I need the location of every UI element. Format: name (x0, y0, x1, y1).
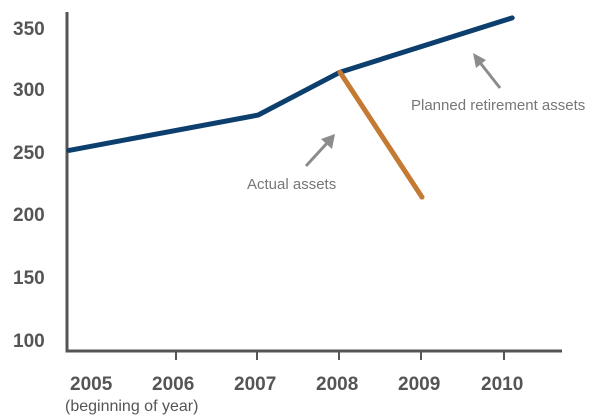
annotation-arrow-planned (476, 59, 502, 89)
annotation-arrowhead-actual (321, 134, 335, 149)
x-tick-label: 2008 (316, 374, 358, 395)
x-tick-label: 2010 (481, 374, 523, 395)
annotation-actual: Actual assets (247, 176, 336, 193)
y-tick-label: 350 (13, 19, 45, 40)
x-tick-label: 2007 (234, 374, 276, 395)
x-tick-label: 2006 (152, 374, 194, 395)
x-tick-label: 2005 (70, 374, 113, 395)
annotation-arrow-actual (304, 140, 330, 168)
series-line-planned (66, 15, 515, 153)
x-axis-label: (beginning of year) (65, 398, 198, 415)
x-tick-label: 2009 (398, 374, 440, 395)
series-line-actual (337, 69, 425, 200)
y-tick-label: 250 (13, 143, 45, 164)
annotation-arrowhead-planned (473, 53, 486, 68)
y-tick-label: 300 (13, 80, 45, 101)
y-tick-label: 150 (13, 268, 45, 289)
annotation-planned: Planned retirement assets (411, 97, 585, 114)
y-tick-label: 100 (13, 331, 45, 352)
y-tick-label: 200 (13, 205, 45, 226)
